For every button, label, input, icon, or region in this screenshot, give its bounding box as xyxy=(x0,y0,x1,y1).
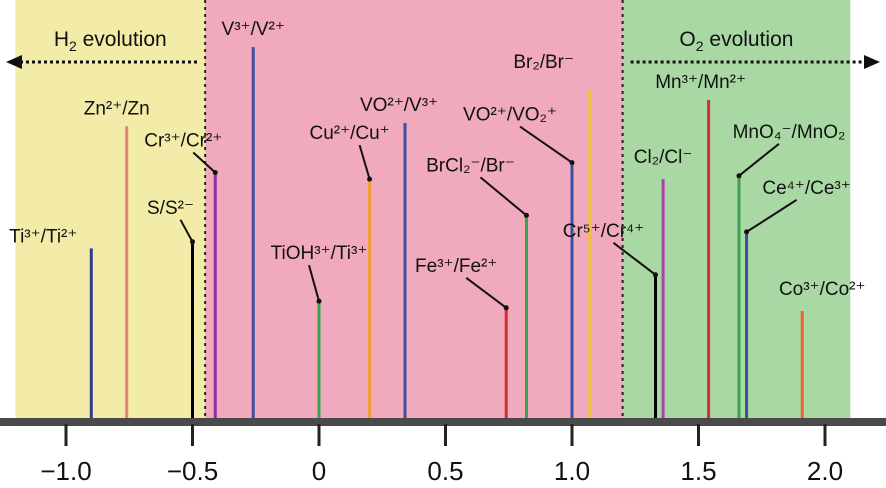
region-arrowhead-0 xyxy=(6,55,22,69)
region-arrowhead-2 xyxy=(864,55,880,69)
axis-line xyxy=(0,418,886,426)
couple-label-12: Cr⁵⁺/Cr⁴⁺ xyxy=(563,221,644,242)
couple-label-0: Ti³⁺/Ti²⁺ xyxy=(9,226,77,247)
couple-labels-layer: Ti³⁺/Ti²⁺ Zn²⁺/Zn S/S²⁻ Cr³⁺/Cr²⁺ V³⁺/V²⁺ TiO… xyxy=(9,19,866,311)
couple-label-4: V³⁺/V²⁺ xyxy=(222,19,285,40)
region-2 xyxy=(622,0,851,420)
couple-pointer-16 xyxy=(746,199,798,233)
couple-pointer-head-12 xyxy=(652,272,658,278)
couple-label-16: Ce⁴⁺/Ce³⁺ xyxy=(762,178,850,199)
couple-label-15: MnO₄⁻/MnO₂ xyxy=(733,122,846,143)
couple-label-14: Mn³⁺/Mn²⁺ xyxy=(655,72,746,93)
x-tick-label-0: −1.0 xyxy=(40,456,91,486)
couple-pointer-8 xyxy=(465,276,507,309)
region-1 xyxy=(205,0,623,420)
couple-pointer-9 xyxy=(479,176,528,217)
region-label-2: O2 evolution xyxy=(679,28,793,54)
couple-pointer-head-9 xyxy=(523,212,529,218)
couple-pointer-head-6 xyxy=(367,176,373,182)
couple-pointer-head-15 xyxy=(736,173,742,179)
couple-pointer-head-3 xyxy=(212,170,218,175)
x-axis: −1.0 −0.5 0 0.5 1.0 1.5 2.0 xyxy=(0,418,886,486)
couple-label-3: Cr³⁺/Cr²⁺ xyxy=(144,131,222,152)
couple-pointer-10 xyxy=(519,125,573,164)
x-tick-label-3: 0.5 xyxy=(427,456,463,486)
couple-pointer-head-16 xyxy=(744,229,750,235)
couple-pointer-head-10 xyxy=(569,160,575,166)
couple-pointer-head-2 xyxy=(190,239,195,245)
couple-label-10: VO²⁺/VO₂⁺ xyxy=(463,105,557,126)
region-0 xyxy=(15,0,206,420)
couple-pointer-5 xyxy=(308,264,320,302)
couple-pointer-2 xyxy=(179,219,194,243)
couple-pointer-15 xyxy=(738,143,780,177)
couple-pointer-6 xyxy=(358,144,371,180)
x-tick-label-2: 0 xyxy=(312,456,326,486)
region-label-0: H2 evolution xyxy=(54,28,167,54)
x-tick-label-6: 2.0 xyxy=(807,456,843,486)
couple-label-2: S/S²⁻ xyxy=(147,198,194,219)
x-tick-label-1: −0.5 xyxy=(167,456,218,486)
couple-label-11: Br₂/Br⁻ xyxy=(513,52,574,73)
regions-layer: H2 evolution O2 evolution xyxy=(6,0,880,420)
couple-lines-layer xyxy=(89,47,804,420)
couple-label-6: Cu²⁺/Cu⁺ xyxy=(309,123,389,144)
couple-pointer-head-8 xyxy=(503,305,509,311)
x-tick-label-5: 1.5 xyxy=(680,456,716,486)
couple-pointer-3 xyxy=(192,151,216,174)
couple-label-17: Co³⁺/Co²⁺ xyxy=(779,279,866,300)
couple-label-9: BrCl₂⁻/Br⁻ xyxy=(426,155,515,176)
couple-label-13: Cl₂/Cl⁻ xyxy=(634,147,693,168)
couple-label-7: VO²⁺/V³⁺ xyxy=(360,95,438,116)
couple-pointer-head-5 xyxy=(316,298,322,304)
couple-label-1: Zn²⁺/Zn xyxy=(84,98,150,119)
couple-label-8: Fe³⁺/Fe²⁺ xyxy=(415,256,497,277)
couple-label-5: TiOH³⁺/Ti³⁺ xyxy=(271,243,368,264)
couple-pointer-12 xyxy=(612,242,657,276)
x-tick-label-4: 1.0 xyxy=(554,456,590,486)
